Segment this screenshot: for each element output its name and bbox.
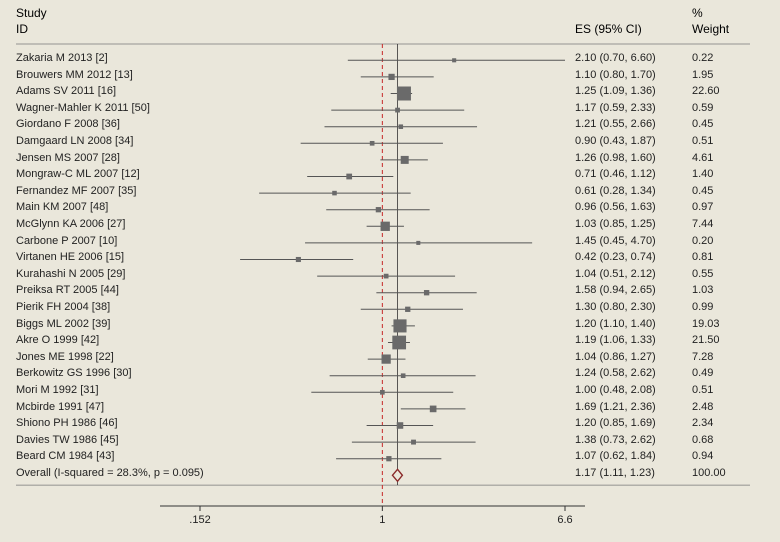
study-es: 1.24 (0.58, 2.62) — [575, 367, 656, 379]
study-es: 1.58 (0.94, 2.65) — [575, 284, 656, 296]
study-weight: 7.28 — [692, 351, 713, 363]
study-weight: 2.34 — [692, 417, 713, 429]
study-weight: 0.97 — [692, 201, 713, 213]
study-label: Jones ME 1998 [22] — [16, 351, 114, 363]
study-es: 0.61 (0.28, 1.34) — [575, 185, 656, 197]
study-label: McGlynn KA 2006 [27] — [16, 218, 125, 230]
study-weight: 7.44 — [692, 218, 713, 230]
study-label: Brouwers MM 2012 [13] — [16, 69, 133, 81]
study-es: 0.90 (0.43, 1.87) — [575, 135, 656, 147]
overall-weight: 100.00 — [692, 467, 726, 479]
study-weight: 21.50 — [692, 334, 720, 346]
axis-tick: 1 — [379, 514, 385, 526]
study-weight: 0.45 — [692, 185, 713, 197]
study-label: Pierik FH 2004 [38] — [16, 301, 110, 313]
study-es: 1.10 (0.80, 1.70) — [575, 69, 656, 81]
study-label: Zakaria M 2013 [2] — [16, 52, 108, 64]
study-weight: 22.60 — [692, 85, 720, 97]
study-weight: 0.68 — [692, 434, 713, 446]
study-label: Main KM 2007 [48] — [16, 201, 108, 213]
forest-plot: Study ID ES (95% CI) % Weight Zakaria M … — [0, 0, 780, 542]
study-label: Carbone P 2007 [10] — [16, 235, 117, 247]
study-label: Damgaard LN 2008 [34] — [16, 135, 133, 147]
study-weight: 19.03 — [692, 318, 720, 330]
study-es: 1.25 (1.09, 1.36) — [575, 85, 656, 97]
study-label: Kurahashi N 2005 [29] — [16, 268, 125, 280]
study-weight: 2.48 — [692, 401, 713, 413]
study-weight: 0.99 — [692, 301, 713, 313]
study-es: 1.69 (1.21, 2.36) — [575, 401, 656, 413]
study-label: Jensen MS 2007 [28] — [16, 152, 120, 164]
study-label: Shiono PH 1986 [46] — [16, 417, 118, 429]
study-es: 0.42 (0.23, 0.74) — [575, 251, 656, 263]
study-es: 1.26 (0.98, 1.60) — [575, 152, 656, 164]
study-es: 1.04 (0.86, 1.27) — [575, 351, 656, 363]
study-es: 1.07 (0.62, 1.84) — [575, 450, 656, 462]
study-es: 1.03 (0.85, 1.25) — [575, 218, 656, 230]
study-label: Mongraw-C ML 2007 [12] — [16, 168, 140, 180]
axis-tick: .152 — [189, 514, 210, 526]
study-es: 1.45 (0.45, 4.70) — [575, 235, 656, 247]
study-label: Wagner-Mahler K 2011 [50] — [16, 102, 150, 114]
study-weight: 0.51 — [692, 384, 713, 396]
study-weight: 1.40 — [692, 168, 713, 180]
study-label: Akre O 1999 [42] — [16, 334, 99, 346]
study-weight: 0.94 — [692, 450, 713, 462]
study-label: Biggs ML 2002 [39] — [16, 318, 110, 330]
study-weight: 0.55 — [692, 268, 713, 280]
study-weight: 0.59 — [692, 102, 713, 114]
overall-label: Overall (I-squared = 28.3%, p = 0.095) — [16, 467, 204, 479]
study-es: 0.71 (0.46, 1.12) — [575, 168, 656, 180]
axis-tick: 6.6 — [557, 514, 572, 526]
study-es: 1.00 (0.48, 2.08) — [575, 384, 656, 396]
study-label: Beard CM 1984 [43] — [16, 450, 114, 462]
study-weight: 0.49 — [692, 367, 713, 379]
study-weight: 0.22 — [692, 52, 713, 64]
study-weight: 4.61 — [692, 152, 713, 164]
study-es: 1.30 (0.80, 2.30) — [575, 301, 656, 313]
study-label: Mori M 1992 [31] — [16, 384, 99, 396]
study-label: Giordano F 2008 [36] — [16, 118, 120, 130]
study-es: 0.96 (0.56, 1.63) — [575, 201, 656, 213]
study-weight: 0.51 — [692, 135, 713, 147]
study-label: Davies TW 1986 [45] — [16, 434, 119, 446]
study-weight: 1.03 — [692, 284, 713, 296]
study-es: 1.17 (0.59, 2.33) — [575, 102, 656, 114]
study-es: 1.19 (1.06, 1.33) — [575, 334, 656, 346]
study-weight: 0.81 — [692, 251, 713, 263]
study-label: Berkowitz GS 1996 [30] — [16, 367, 132, 379]
study-es: 1.38 (0.73, 2.62) — [575, 434, 656, 446]
study-weight: 1.95 — [692, 69, 713, 81]
study-label: Fernandez MF 2007 [35] — [16, 185, 136, 197]
study-es: 1.21 (0.55, 2.66) — [575, 118, 656, 130]
study-es: 1.20 (1.10, 1.40) — [575, 318, 656, 330]
study-label: Preiksa RT 2005 [44] — [16, 284, 119, 296]
overall-es: 1.17 (1.11, 1.23) — [575, 467, 655, 479]
study-label: Mcbirde 1991 [47] — [16, 401, 104, 413]
study-es: 1.04 (0.51, 2.12) — [575, 268, 656, 280]
study-weight: 0.45 — [692, 118, 713, 130]
study-label: Adams SV 2011 [16] — [16, 85, 116, 97]
study-label: Virtanen HE 2006 [15] — [16, 251, 124, 263]
study-es: 1.20 (0.85, 1.69) — [575, 417, 656, 429]
study-weight: 0.20 — [692, 235, 713, 247]
study-es: 2.10 (0.70, 6.60) — [575, 52, 656, 64]
